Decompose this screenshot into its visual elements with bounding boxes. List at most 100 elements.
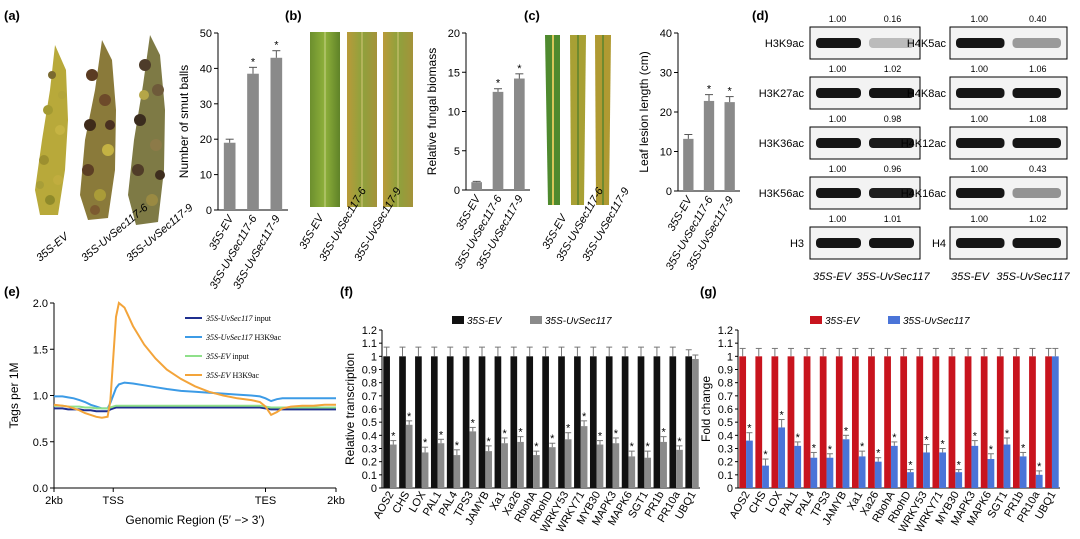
bar	[755, 356, 763, 488]
significance-star: *	[828, 444, 833, 456]
significance-star: *	[487, 436, 492, 448]
significance-star: *	[989, 444, 994, 456]
blot-name: H3	[790, 238, 804, 250]
significance-star: *	[391, 431, 396, 443]
bar	[683, 138, 694, 191]
y-tick-label: 30	[660, 68, 672, 80]
legend-swatch	[888, 316, 900, 324]
bar	[389, 444, 397, 488]
panicle-uvsec117-6	[80, 40, 116, 220]
bar	[868, 356, 875, 488]
significance-star: *	[496, 78, 501, 90]
blot-band-uvsec117	[869, 38, 914, 48]
y-tick-label: 10	[660, 147, 672, 159]
blot-value-uvsec117: 0.98	[884, 114, 902, 124]
blot-value-uvsec117: 1.02	[884, 64, 902, 74]
blot-band-uvsec117	[869, 88, 914, 98]
blot-band-uvsec117	[1012, 138, 1061, 148]
chart-e-chip-profile: 0.0 0.5 1.0 1.5 2.0 2kb TSS TES 2kb Genomic Regio…	[7, 298, 345, 527]
bar	[501, 443, 508, 488]
bar	[471, 182, 482, 190]
bar	[1051, 356, 1059, 488]
y-tick-label: 0.2	[718, 457, 733, 469]
bar	[692, 358, 699, 488]
bar	[890, 445, 898, 488]
blot-column-ev: 35S-EV	[813, 271, 853, 283]
panicle-photo: 35S-EV 35S-UvSec117-6 35S-UvSec117-9	[34, 35, 195, 264]
bar	[558, 356, 565, 488]
panel-label-g: (g)	[700, 284, 717, 299]
y-tick-label: 1.1	[362, 338, 377, 350]
bar	[669, 356, 677, 488]
blot-value-ev: 1.00	[829, 214, 847, 224]
bar	[787, 356, 795, 488]
legend-label-suffix: H3K9ac	[230, 371, 259, 380]
y-tick-label: 0.2	[362, 457, 377, 469]
bar	[762, 465, 769, 488]
photo-b-label-0: 35S-EV	[297, 211, 327, 251]
bar	[987, 459, 995, 488]
significance-star: *	[844, 425, 849, 437]
panel-label-a: (a)	[4, 8, 20, 23]
y-tick-label: 0.4	[362, 430, 377, 442]
y-tick-label: 0.1	[718, 470, 733, 482]
bar	[510, 356, 518, 488]
blot-value-ev: 1.00	[970, 164, 988, 174]
y-tick-label: 40	[660, 28, 672, 40]
significance-star: *	[455, 440, 460, 452]
significance-star: *	[274, 40, 279, 52]
y-tick-label: 1.0	[33, 391, 48, 403]
blot-band-uvsec117	[869, 138, 914, 148]
blot-band-ev	[956, 238, 1005, 248]
bar	[835, 356, 843, 488]
significance-star: *	[598, 431, 603, 443]
significance-star: *	[614, 428, 619, 440]
bar	[916, 356, 924, 488]
panel-label-e: (e)	[4, 284, 20, 299]
significance-star: *	[517, 63, 522, 75]
blot-name: H3K9ac	[765, 38, 805, 50]
bar	[703, 100, 715, 191]
bar	[580, 426, 588, 488]
y-tick-label: 40	[200, 63, 212, 75]
significance-star: *	[534, 441, 539, 453]
blot-band-uvsec117	[1012, 38, 1061, 48]
photo-a-label-0: 35S-EV	[34, 230, 72, 265]
blot-value-ev: 1.00	[829, 14, 847, 24]
significance-star: *	[924, 435, 929, 447]
blot-value-ev: 1.00	[970, 14, 988, 24]
bar	[637, 356, 645, 488]
panel-label-b: (b)	[285, 8, 302, 23]
bar	[494, 356, 502, 488]
bar	[514, 78, 525, 190]
legend-label-suffix: input	[230, 352, 249, 361]
blot-band-ev	[956, 88, 1005, 98]
y-tick-label: 0	[666, 186, 672, 198]
significance-star: *	[677, 436, 682, 448]
blot-band-ev	[956, 188, 1005, 198]
bar	[469, 431, 477, 488]
blot-value-uvsec117: 1.02	[1029, 214, 1047, 224]
significance-star: *	[763, 449, 768, 461]
panel-label-c: (c)	[524, 8, 540, 23]
western-blots: 1.00 0.16 H3K9ac 1.00 1.02 H3K27ac 1.00 0.98 H3K…	[759, 14, 1071, 283]
bar	[453, 455, 461, 488]
y-tick-label: 1	[371, 351, 377, 363]
legend-label: 35S-UvSec117	[903, 316, 970, 327]
significance-star: *	[908, 460, 913, 472]
bar	[383, 356, 390, 488]
y-tick-label: 1	[727, 351, 733, 363]
bar	[589, 356, 597, 488]
significance-star: *	[973, 431, 978, 443]
blot-name: H4K12ac	[901, 138, 947, 150]
x-tick-label: TSS	[103, 495, 124, 507]
bar	[746, 440, 753, 488]
bar	[778, 427, 786, 488]
legend-label-suffix: input	[253, 314, 272, 323]
bar	[676, 449, 683, 488]
y-tick-label: 0.3	[718, 444, 733, 456]
y-tick-label: 0	[454, 185, 460, 197]
y-tick-label: 0.6	[718, 404, 733, 416]
